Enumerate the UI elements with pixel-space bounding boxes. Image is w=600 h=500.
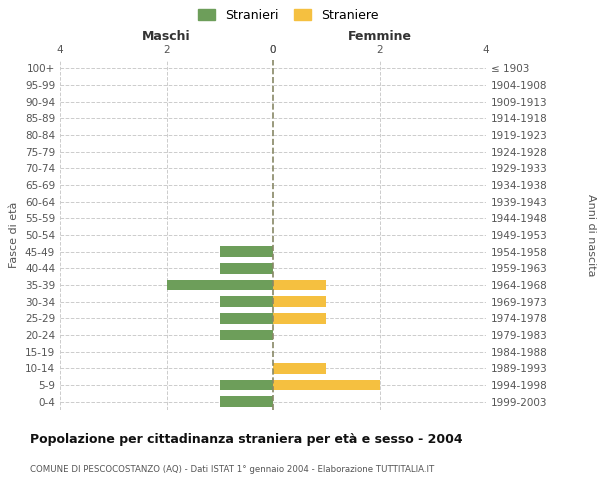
Bar (273, 363, 326, 374)
Bar (220, 263, 273, 274)
Bar (273, 380, 380, 390)
Bar (220, 380, 273, 390)
Y-axis label: Fasce di età: Fasce di età (10, 202, 19, 268)
Bar (167, 280, 273, 290)
Bar (220, 396, 273, 407)
Text: Popolazione per cittadinanza straniera per età e sesso - 2004: Popolazione per cittadinanza straniera p… (30, 432, 463, 446)
Bar (220, 296, 273, 307)
Text: COMUNE DI PESCOCOSTANZO (AQ) - Dati ISTAT 1° gennaio 2004 - Elaborazione TUTTITA: COMUNE DI PESCOCOSTANZO (AQ) - Dati ISTA… (30, 466, 434, 474)
Bar (220, 330, 273, 340)
Bar (273, 296, 326, 307)
Text: Anni di nascita: Anni di nascita (586, 194, 596, 276)
Bar (273, 280, 326, 290)
Legend: Stranieri, Straniere: Stranieri, Straniere (197, 8, 379, 22)
X-axis label: Maschi: Maschi (142, 30, 191, 43)
Bar (273, 313, 326, 324)
Bar (220, 246, 273, 257)
Bar (220, 313, 273, 324)
X-axis label: Femmine: Femmine (347, 30, 412, 43)
